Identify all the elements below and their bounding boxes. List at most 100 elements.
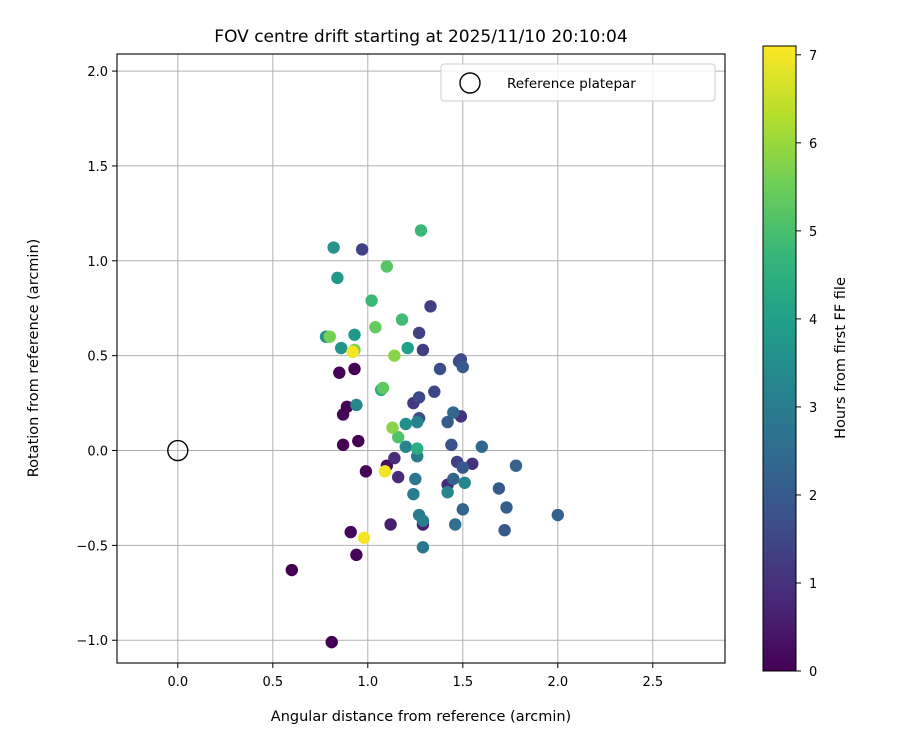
data-point bbox=[447, 406, 460, 419]
data-point bbox=[433, 362, 447, 376]
data-point bbox=[376, 381, 390, 395]
y-tick-label: 0.0 bbox=[87, 445, 108, 460]
legend: Reference platepar bbox=[440, 63, 716, 102]
data-point bbox=[416, 514, 430, 527]
colorbar-tick-label: 6 bbox=[809, 137, 817, 152]
data-point bbox=[445, 438, 458, 452]
data-point bbox=[492, 482, 506, 495]
grid bbox=[117, 54, 725, 663]
colorbar-tick-label: 0 bbox=[809, 665, 817, 680]
data-point bbox=[416, 541, 430, 554]
data-point bbox=[348, 328, 361, 341]
data-point bbox=[323, 330, 336, 343]
data-point bbox=[416, 343, 430, 357]
data-point bbox=[357, 531, 371, 544]
data-point bbox=[355, 243, 369, 256]
data-point bbox=[365, 294, 378, 307]
data-point bbox=[414, 224, 428, 237]
data-point bbox=[412, 326, 426, 340]
data-point bbox=[388, 349, 401, 362]
data-point bbox=[331, 271, 344, 285]
data-point bbox=[359, 465, 373, 478]
y-tick-label: 1.5 bbox=[87, 160, 108, 175]
data-point bbox=[384, 518, 397, 531]
data-point bbox=[412, 391, 426, 404]
data-point bbox=[285, 563, 298, 577]
data-points bbox=[285, 224, 564, 649]
y-tick-label: 0.5 bbox=[87, 350, 108, 365]
y-tick-label: 1.0 bbox=[87, 255, 108, 270]
data-point bbox=[399, 417, 412, 431]
data-point bbox=[458, 476, 471, 489]
data-point bbox=[409, 472, 422, 486]
data-point bbox=[441, 486, 454, 499]
colorbar-tick-label: 1 bbox=[809, 577, 817, 592]
reference-platepar-marker bbox=[167, 439, 189, 462]
colorbar-tick-label: 7 bbox=[809, 49, 817, 64]
data-point bbox=[449, 518, 462, 531]
data-point bbox=[509, 459, 523, 472]
data-point bbox=[350, 398, 363, 412]
legend-reference-marker bbox=[459, 72, 481, 94]
data-point bbox=[428, 385, 441, 398]
x-tick-label: 1.5 bbox=[452, 675, 473, 690]
data-point bbox=[335, 341, 348, 355]
data-point bbox=[386, 421, 399, 434]
colorbar-frame bbox=[762, 45, 797, 672]
plot-frame bbox=[116, 53, 726, 664]
data-point bbox=[380, 260, 393, 273]
data-point bbox=[456, 461, 469, 474]
data-point bbox=[401, 341, 414, 355]
data-point bbox=[352, 434, 365, 448]
data-point bbox=[395, 313, 409, 326]
data-point bbox=[350, 548, 363, 562]
x-tick-label: 0.0 bbox=[167, 675, 188, 690]
legend-box bbox=[440, 63, 716, 102]
colorbar-tick-label: 5 bbox=[809, 225, 817, 240]
x-tick-label: 2.0 bbox=[547, 675, 568, 690]
data-point bbox=[369, 320, 382, 334]
colorbar-tick-label: 4 bbox=[809, 313, 817, 328]
data-point bbox=[411, 442, 424, 455]
data-point bbox=[447, 472, 460, 486]
x-tick-label: 1.0 bbox=[357, 675, 378, 690]
data-point bbox=[466, 457, 479, 470]
x-ticks: 0.0 0.5 1.0 1.5 2.0 2.5 bbox=[167, 663, 663, 690]
y-ticks: −1.0 −0.5 0.0 0.5 1.0 1.5 2.0 bbox=[76, 65, 117, 649]
y-tick-label: 2.0 bbox=[87, 65, 108, 80]
y-tick-label: −1.0 bbox=[76, 634, 108, 649]
data-point bbox=[388, 451, 401, 465]
data-point bbox=[346, 345, 359, 359]
colorbar: 0 1 2 3 4 5 6 7 Hours from first FF file bbox=[762, 45, 849, 680]
x-tick-label: 0.5 bbox=[262, 675, 283, 690]
data-point bbox=[407, 487, 420, 501]
data-point bbox=[336, 438, 350, 452]
data-point bbox=[456, 360, 469, 374]
x-tick-label: 2.5 bbox=[642, 675, 663, 690]
data-point bbox=[411, 415, 424, 429]
colorbar-tick-label: 3 bbox=[809, 401, 817, 416]
data-point bbox=[344, 525, 357, 539]
data-point bbox=[340, 400, 354, 414]
data-point bbox=[392, 470, 405, 484]
data-point bbox=[475, 440, 488, 453]
data-point bbox=[424, 300, 437, 313]
data-point bbox=[498, 523, 511, 537]
colorbar-gradient bbox=[763, 46, 796, 671]
y-tick-label: −0.5 bbox=[76, 539, 108, 554]
data-point bbox=[500, 501, 513, 514]
data-point bbox=[327, 241, 340, 254]
data-point bbox=[392, 431, 405, 444]
data-point bbox=[441, 415, 454, 429]
data-point bbox=[378, 465, 392, 478]
data-point bbox=[551, 508, 564, 522]
legend-reference-label: Reference platepar bbox=[507, 76, 636, 92]
reference-layer bbox=[167, 439, 189, 462]
data-point bbox=[399, 440, 412, 453]
chart-title: FOV centre drift starting at 2025/11/10 … bbox=[214, 27, 627, 47]
colorbar-tick-label: 2 bbox=[809, 489, 817, 504]
data-point bbox=[456, 503, 469, 516]
data-point bbox=[333, 366, 346, 379]
y-axis-label: Rotation from reference (arcmin) bbox=[26, 239, 42, 478]
